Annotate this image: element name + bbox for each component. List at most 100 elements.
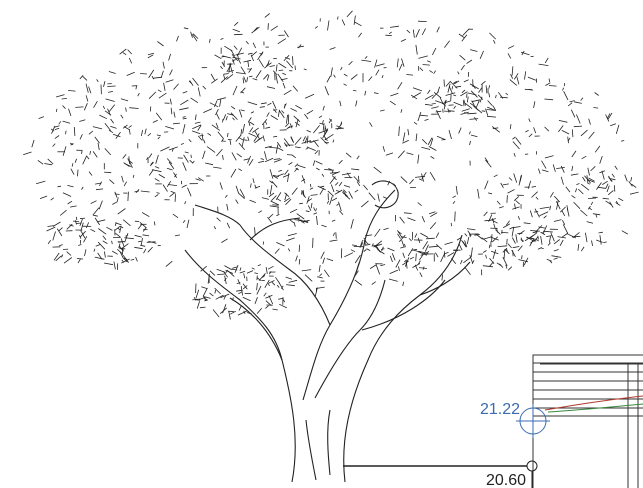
leaf-stroke [95,257,105,259]
leaf-stroke [93,215,98,216]
leaf-stroke [467,97,468,103]
leaf-stroke [89,87,91,94]
leaf-stroke [603,198,609,199]
leaf-stroke [316,168,319,170]
leaf-stroke [231,169,236,177]
leaf-stroke [514,196,519,200]
leaf-stroke [562,233,568,237]
leaf-stroke [275,249,279,254]
leaf-stroke [310,188,313,190]
leaf-stroke [183,117,186,118]
leaf-stroke [587,183,590,184]
leaf-stroke [150,107,151,112]
leaf-stroke [262,198,269,200]
lower-level-label: 20.60 [486,472,526,488]
leaf-stroke [248,117,251,122]
leaf-stroke [398,151,405,158]
leaf-stroke [159,174,165,178]
leaf-stroke [574,202,580,209]
leaf-stroke [328,191,334,196]
leaf-stroke [370,265,377,269]
leaf-stroke [286,238,295,241]
leaf-stroke [170,70,173,76]
leaf-stroke [408,129,409,135]
leaf-stroke [342,173,351,175]
leaf-stroke [469,131,470,134]
leaf-stroke [317,216,318,225]
leaf-stroke [67,185,73,187]
leaf-stroke [72,163,73,167]
leaf-stroke [138,93,140,96]
leaf-stroke [286,115,287,124]
leaf-stroke [355,280,362,285]
leaf-stroke [47,227,56,231]
leaf-stroke [437,136,446,139]
leaf-stroke [86,84,88,93]
leaf-stroke [516,201,520,205]
leaf-stroke [307,147,316,151]
leaf-stroke [332,198,337,201]
leaf-stroke [572,129,573,137]
leaf-stroke [383,197,387,199]
leaf-stroke [596,183,601,190]
leaf-stroke [68,201,72,204]
leaf-stroke [233,29,240,32]
leaf-stroke [592,241,593,246]
leaf-stroke [294,222,295,226]
leaf-stroke [248,137,249,141]
leaf-stroke [426,238,435,239]
leaf-stroke [94,249,95,252]
leaf-stroke [198,136,202,140]
leaf-stroke [285,193,290,197]
leaf-stroke [498,246,508,247]
leaf-stroke [255,227,256,235]
leaf-stroke [154,222,155,226]
leaf-stroke [322,174,324,177]
leaf-stroke [332,176,336,180]
leaf-stroke [622,231,628,234]
leaf-stroke [470,50,477,52]
leaf-stroke [270,169,273,178]
leaf-stroke [53,144,56,147]
leaf-stroke [278,148,283,151]
leaf-stroke [149,92,156,99]
leaf-stroke [248,102,257,105]
leaf-stroke [263,74,268,79]
leaf-stroke [167,181,171,187]
leaf-stroke [205,163,213,165]
leaf-stroke [210,293,214,296]
leaf-stroke [149,154,152,158]
leaf-stroke [486,160,492,167]
leaf-stroke [365,56,367,58]
leaf-stroke [514,174,517,183]
leaf-stroke [556,167,565,168]
leaf-stroke [69,109,71,116]
leaf-stroke [501,183,504,188]
leaf-stroke [140,245,145,246]
leaf-stroke [221,38,224,39]
leaf-stroke [271,196,276,201]
leaf-stroke [271,115,278,119]
leaf-stroke [435,253,438,258]
leaf-stroke [173,214,178,218]
leaf-stroke [133,175,134,178]
leaf-stroke [510,124,511,129]
leaf-stroke [493,40,495,44]
leaf-stroke [214,226,216,229]
leaf-stroke [115,192,117,198]
leaf-stroke [161,71,163,78]
leaf-stroke [419,268,427,269]
leaf-stroke [220,99,221,107]
leaf-stroke [180,100,188,105]
leaf-stroke [582,156,587,159]
leaf-stroke [240,271,245,273]
leaf-stroke [273,309,278,310]
leaf-stroke [271,201,279,205]
leaf-stroke [427,61,431,62]
leaf-stroke [128,50,132,54]
leaf-stroke [265,14,270,18]
leaf-stroke [215,55,222,59]
leaf-stroke [257,286,261,295]
leaf-stroke [610,202,614,208]
leaf-stroke [184,155,189,163]
